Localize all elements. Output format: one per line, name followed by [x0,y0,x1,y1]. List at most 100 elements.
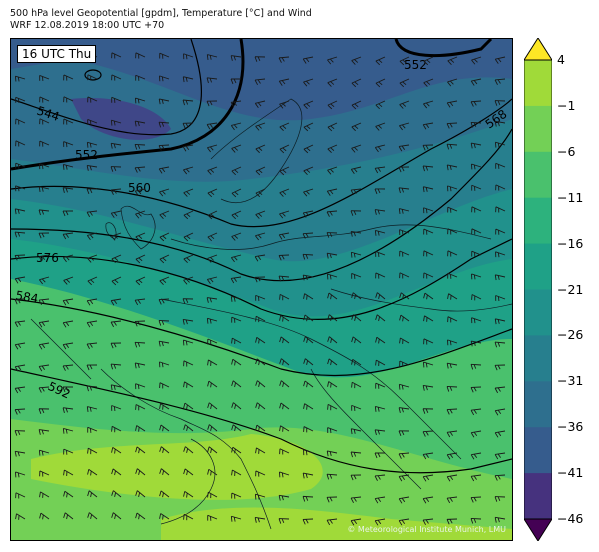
colorbar-band [524,60,552,107]
wind-barb [422,361,434,368]
wind-barb [207,188,218,198]
wind-barb [14,430,26,436]
wind-barb [230,100,242,108]
wind-barb [447,228,458,235]
wind-barb [111,468,122,476]
wind-barb [255,210,266,219]
colorbar-band [524,381,552,428]
wind-barb [182,99,194,106]
wind-barb [207,359,218,366]
colorbar-band [524,289,552,336]
wind-barb [303,426,314,433]
wind-barb [111,405,122,412]
wind-barb [447,316,458,323]
wind-barb [86,320,98,328]
wind-barb [183,402,194,410]
wind-barb [255,188,266,198]
wind-barb [446,143,458,150]
wind-barb [62,342,74,350]
wind-barb [183,513,194,521]
wind-barb [86,406,98,412]
wind-barb [399,250,410,257]
wind-barb [87,426,98,433]
wind-barb [62,364,74,371]
wind-barb [423,250,434,257]
wind-barb [15,185,26,192]
wind-barb [399,229,410,236]
wind-barb [62,407,74,414]
wind-barb [183,446,194,454]
wind-barb [374,229,386,236]
colorbar-scale [524,38,552,541]
wind-barb [326,188,338,196]
wind-barb [302,253,314,260]
wind-barb [254,276,266,283]
wind-barb [110,119,122,126]
wind-barb [374,452,386,459]
wind-barb [206,54,218,60]
wind-barb [134,320,146,327]
wind-barb [183,424,194,432]
contour-552 [11,39,245,171]
wind-barb [62,427,74,434]
wind-barb [38,386,50,393]
wind-barb [207,424,218,432]
wind-barb [399,314,410,322]
wind-barb [62,320,74,328]
wind-barb [39,276,50,285]
wind-barb [135,74,146,81]
wind-barb [207,166,218,175]
run-info: WRF 12.08.2019 18:00 UTC +70 [10,20,165,31]
wind-barb [398,518,410,526]
wind-barb [14,231,26,238]
wind-barb [158,144,170,151]
wind-barb [279,358,290,366]
wind-barb [206,276,218,285]
wind-barb [375,359,386,367]
wind-barb [87,490,98,498]
wind-barb [62,210,74,217]
wind-barb [39,140,50,147]
colorbar-tick-label: −21 [557,281,584,297]
wind-barb [399,56,410,66]
wind-barb [446,100,458,108]
wind-barb [111,447,122,454]
wind-barb [207,380,218,388]
wind-barb [302,495,314,502]
wind-barb [398,383,410,390]
wind-barb [423,100,434,109]
wind-barb [231,166,242,176]
wind-barb [494,78,506,85]
contour-label: 544 [35,104,61,124]
wind-barb [279,448,290,455]
wind-barb [183,276,194,285]
geopotential-contours [11,39,512,474]
wind-barbs [14,52,506,526]
wind-barb [494,474,506,481]
wind-barb [86,210,98,218]
wind-barb [38,364,50,372]
wind-barb [494,120,506,127]
wind-barb [63,469,74,477]
wind-barb [374,188,386,195]
colorbar-band [524,197,552,245]
wind-barb [470,100,482,107]
contour-label: 576 [36,251,59,265]
wind-barb [206,122,218,130]
wind-barb [351,336,362,344]
wind-barb [207,491,218,499]
colorbar-tick-label: 4 [557,52,565,67]
wind-barb [134,120,146,127]
wind-barb [86,342,98,349]
wind-barb [38,429,50,435]
wind-barb [135,512,146,520]
wind-barb [399,78,410,88]
wind-barb [327,122,338,132]
wind-barb [470,386,482,393]
wind-barb [231,337,242,345]
wind-barb [446,430,458,438]
wind-barb [446,452,458,460]
contour-label: 552 [404,58,427,72]
wind-barb [110,298,122,306]
coldest-pocket [71,98,171,140]
